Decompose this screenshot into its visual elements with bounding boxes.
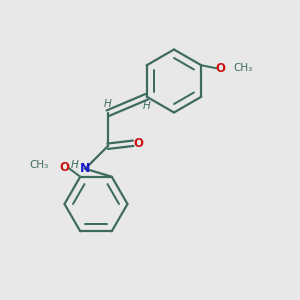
Text: H: H — [143, 101, 151, 111]
Text: H: H — [104, 99, 112, 109]
Text: O: O — [133, 137, 143, 150]
Text: O: O — [215, 62, 225, 75]
Text: O: O — [59, 160, 69, 174]
Text: N: N — [80, 162, 90, 175]
Text: CH₃: CH₃ — [234, 63, 253, 73]
Text: CH₃: CH₃ — [29, 160, 49, 170]
Text: H: H — [71, 160, 79, 170]
